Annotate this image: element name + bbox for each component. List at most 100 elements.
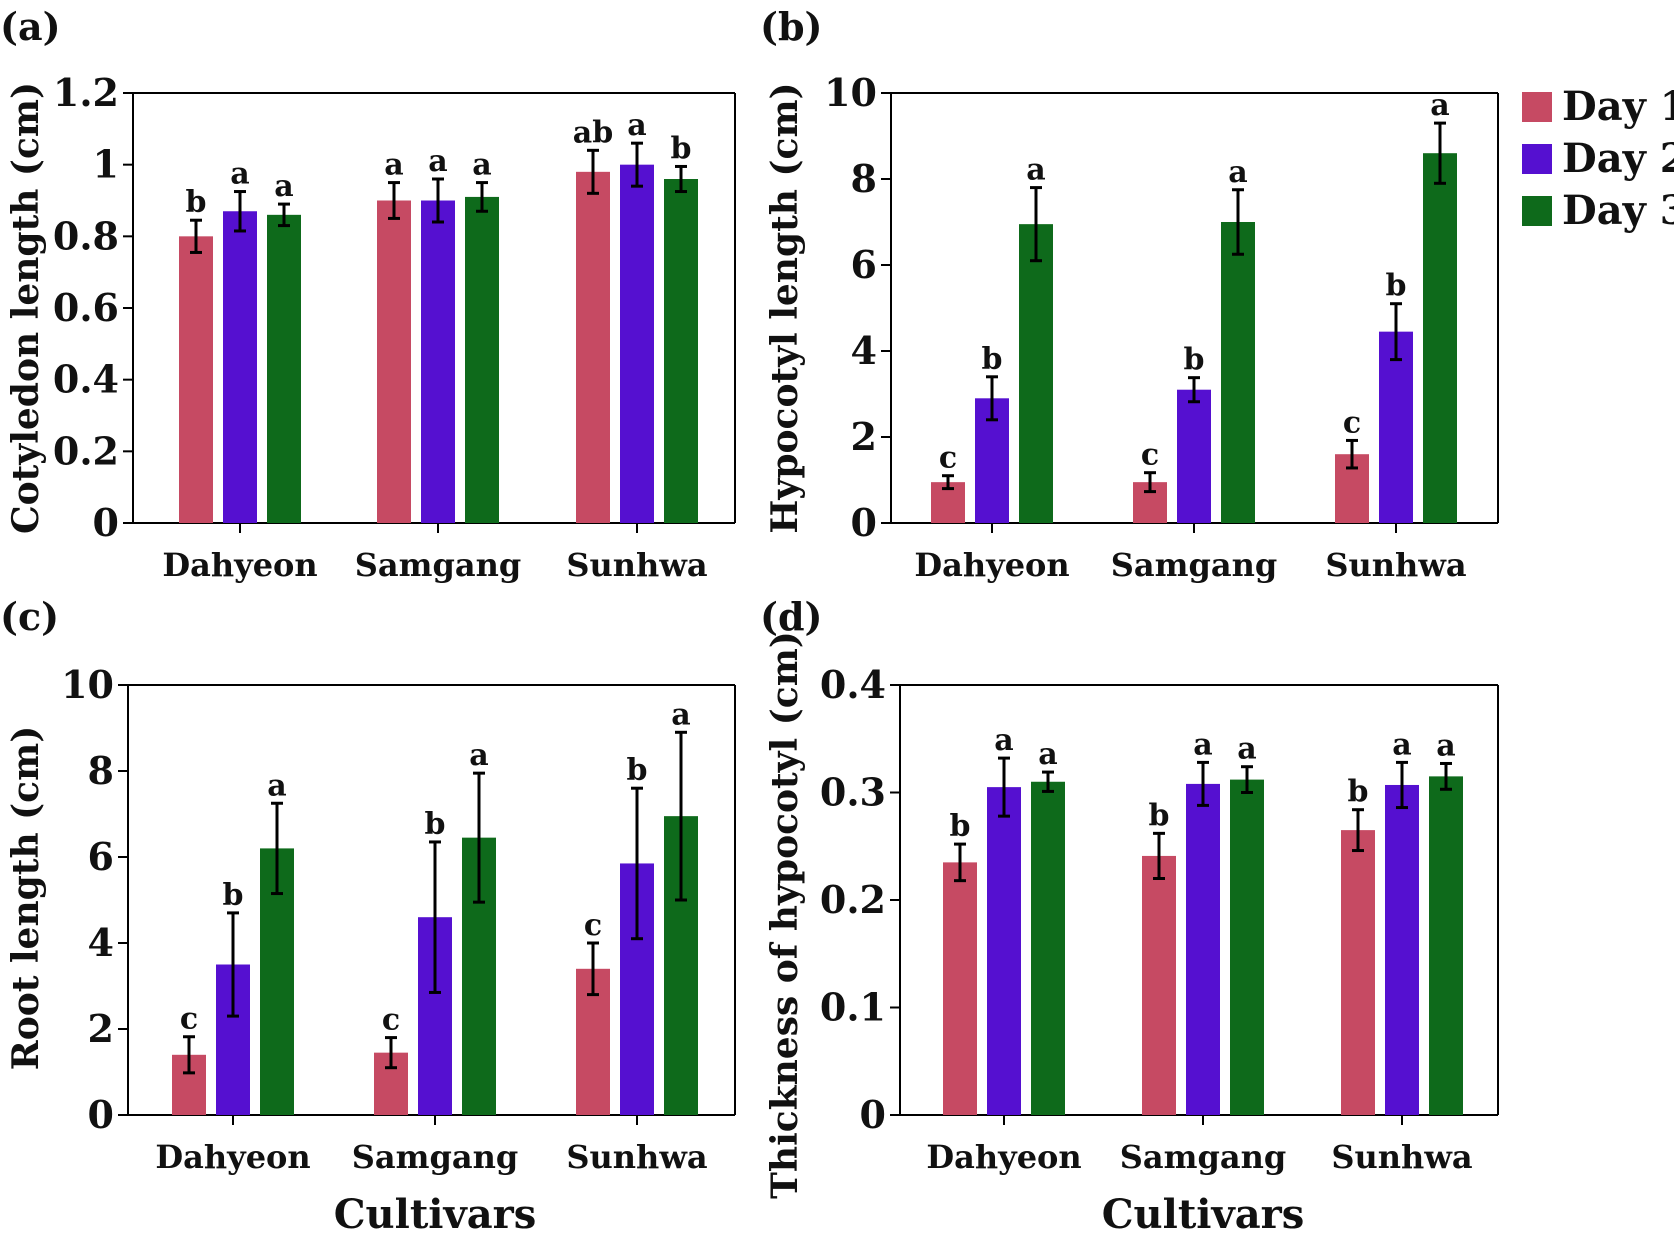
panel-label: (d) bbox=[760, 594, 823, 639]
y-tick-label: 8 bbox=[88, 748, 114, 793]
bar bbox=[664, 179, 698, 523]
significance-label: a bbox=[1436, 728, 1455, 763]
significance-label: b bbox=[186, 185, 207, 220]
x-tick-label: Samgang bbox=[352, 1138, 518, 1176]
significance-label: ab bbox=[573, 115, 613, 150]
bar bbox=[1221, 222, 1255, 523]
y-axis-label: Thickness of hypocotyl (cm) bbox=[764, 631, 806, 1199]
significance-label: a bbox=[1026, 153, 1045, 188]
bar bbox=[377, 200, 411, 523]
y-tick-label: 10 bbox=[824, 70, 877, 115]
significance-label: b bbox=[425, 807, 446, 842]
bar bbox=[987, 787, 1021, 1115]
x-tick-label: Dahyeon bbox=[162, 546, 317, 584]
legend: Day 1 Day 2 Day 3 bbox=[1522, 83, 1674, 234]
significance-label: a bbox=[1038, 737, 1057, 772]
significance-label: b bbox=[950, 809, 971, 844]
significance-label: c bbox=[1141, 438, 1159, 473]
x-tick-label: Sunhwa bbox=[1331, 1138, 1472, 1176]
legend-swatch bbox=[1522, 196, 1552, 226]
significance-label: a bbox=[627, 108, 646, 143]
significance-label: a bbox=[267, 768, 286, 803]
y-tick-label: 4 bbox=[88, 920, 114, 965]
significance-label: a bbox=[1193, 727, 1212, 762]
bar bbox=[1429, 776, 1463, 1115]
chart-panel-3: (d) 0 0.1 0.2 0.3 0.4 Dahyeon Samgang Sunhwa Thic… bbox=[760, 594, 1499, 1238]
legend-label: Day 2 bbox=[1562, 135, 1674, 182]
y-tick-label: 6 bbox=[88, 834, 114, 879]
significance-label: a bbox=[230, 157, 249, 192]
bar bbox=[267, 214, 301, 524]
bar bbox=[1385, 784, 1419, 1115]
y-tick-label: 8 bbox=[851, 156, 877, 201]
y-tick-label: 0.4 bbox=[53, 357, 119, 402]
chart-panel-1: (b) 0 2 4 6 8 10 Dahyeon Samgang Sunhwa Hypocotyl … bbox=[760, 4, 1499, 584]
significance-label: b bbox=[982, 342, 1003, 377]
x-tick-label: Sunhwa bbox=[566, 1138, 707, 1176]
x-axis-label: Cultivars bbox=[334, 1191, 537, 1238]
bar bbox=[1379, 331, 1413, 523]
significance-label: a bbox=[1237, 732, 1256, 767]
x-tick-label: Dahyeon bbox=[914, 546, 1069, 584]
x-tick-label: Samgang bbox=[355, 546, 521, 584]
panel-label: (a) bbox=[0, 4, 61, 49]
significance-label: a bbox=[469, 738, 488, 773]
y-tick-label: 0.4 bbox=[820, 662, 886, 707]
y-tick-label: 10 bbox=[61, 662, 114, 707]
y-tick-label: 1 bbox=[93, 142, 119, 187]
significance-label: a bbox=[1228, 155, 1247, 190]
y-tick-label: 0.1 bbox=[820, 985, 886, 1030]
x-tick-label: Dahyeon bbox=[155, 1138, 310, 1176]
y-tick-label: 0.2 bbox=[820, 877, 886, 922]
y-tick-label: 0 bbox=[851, 500, 877, 545]
significance-label: b bbox=[1149, 798, 1170, 833]
significance-label: a bbox=[274, 169, 293, 204]
bar bbox=[576, 171, 610, 524]
significance-label: a bbox=[671, 697, 690, 732]
y-tick-label: 1.2 bbox=[53, 70, 119, 115]
y-tick-label: 2 bbox=[88, 1006, 114, 1051]
y-tick-label: 0 bbox=[88, 1092, 114, 1137]
y-tick-label: 0 bbox=[860, 1092, 886, 1137]
x-tick-label: Sunhwa bbox=[1325, 546, 1466, 584]
significance-label: b bbox=[627, 753, 648, 788]
chart-panel-0: (a) 0 0.2 0.4 0.6 0.8 1 1.2 Dahyeon Samgang Sunhwa… bbox=[0, 4, 736, 584]
bar bbox=[1230, 779, 1264, 1115]
legend-label: Day 3 bbox=[1562, 187, 1674, 234]
bar bbox=[1177, 389, 1211, 523]
y-axis-label: Hypocotyl length (cm) bbox=[764, 82, 806, 533]
significance-label: b bbox=[671, 131, 692, 166]
significance-label: b bbox=[223, 878, 244, 913]
x-tick-label: Sunhwa bbox=[566, 546, 707, 584]
y-tick-label: 0.2 bbox=[53, 428, 119, 473]
x-tick-label: Samgang bbox=[1111, 546, 1277, 584]
significance-label: c bbox=[584, 908, 602, 943]
y-tick-label: 0.6 bbox=[53, 285, 119, 330]
significance-label: a bbox=[1392, 727, 1411, 762]
bar bbox=[421, 200, 455, 523]
bar bbox=[179, 236, 213, 524]
bar bbox=[1031, 781, 1065, 1115]
x-axis-label: Cultivars bbox=[1102, 1191, 1305, 1238]
bar bbox=[1341, 830, 1375, 1115]
x-tick-label: Dahyeon bbox=[926, 1138, 1081, 1176]
significance-label: b bbox=[1348, 775, 1369, 810]
y-tick-label: 0 bbox=[93, 500, 119, 545]
panel-label: (c) bbox=[0, 594, 59, 639]
bar bbox=[620, 164, 654, 523]
significance-label: b bbox=[1386, 269, 1407, 304]
panel-label: (b) bbox=[760, 4, 823, 49]
legend-label: Day 1 bbox=[1562, 83, 1674, 130]
y-tick-label: 2 bbox=[851, 414, 877, 459]
y-axis-label: Cotyledon length (cm) bbox=[5, 82, 47, 534]
significance-label: b bbox=[1184, 343, 1205, 378]
significance-label: a bbox=[472, 148, 491, 183]
significance-label: c bbox=[382, 1003, 400, 1038]
significance-label: a bbox=[384, 148, 403, 183]
legend-swatch bbox=[1522, 144, 1552, 174]
chart-panel-2: (c) 0 2 4 6 8 10 Dahyeon Samgang Sunhwa Root lengt… bbox=[0, 594, 736, 1238]
significance-label: a bbox=[994, 723, 1013, 758]
y-tick-label: 0.3 bbox=[820, 770, 886, 815]
y-tick-label: 6 bbox=[851, 242, 877, 287]
